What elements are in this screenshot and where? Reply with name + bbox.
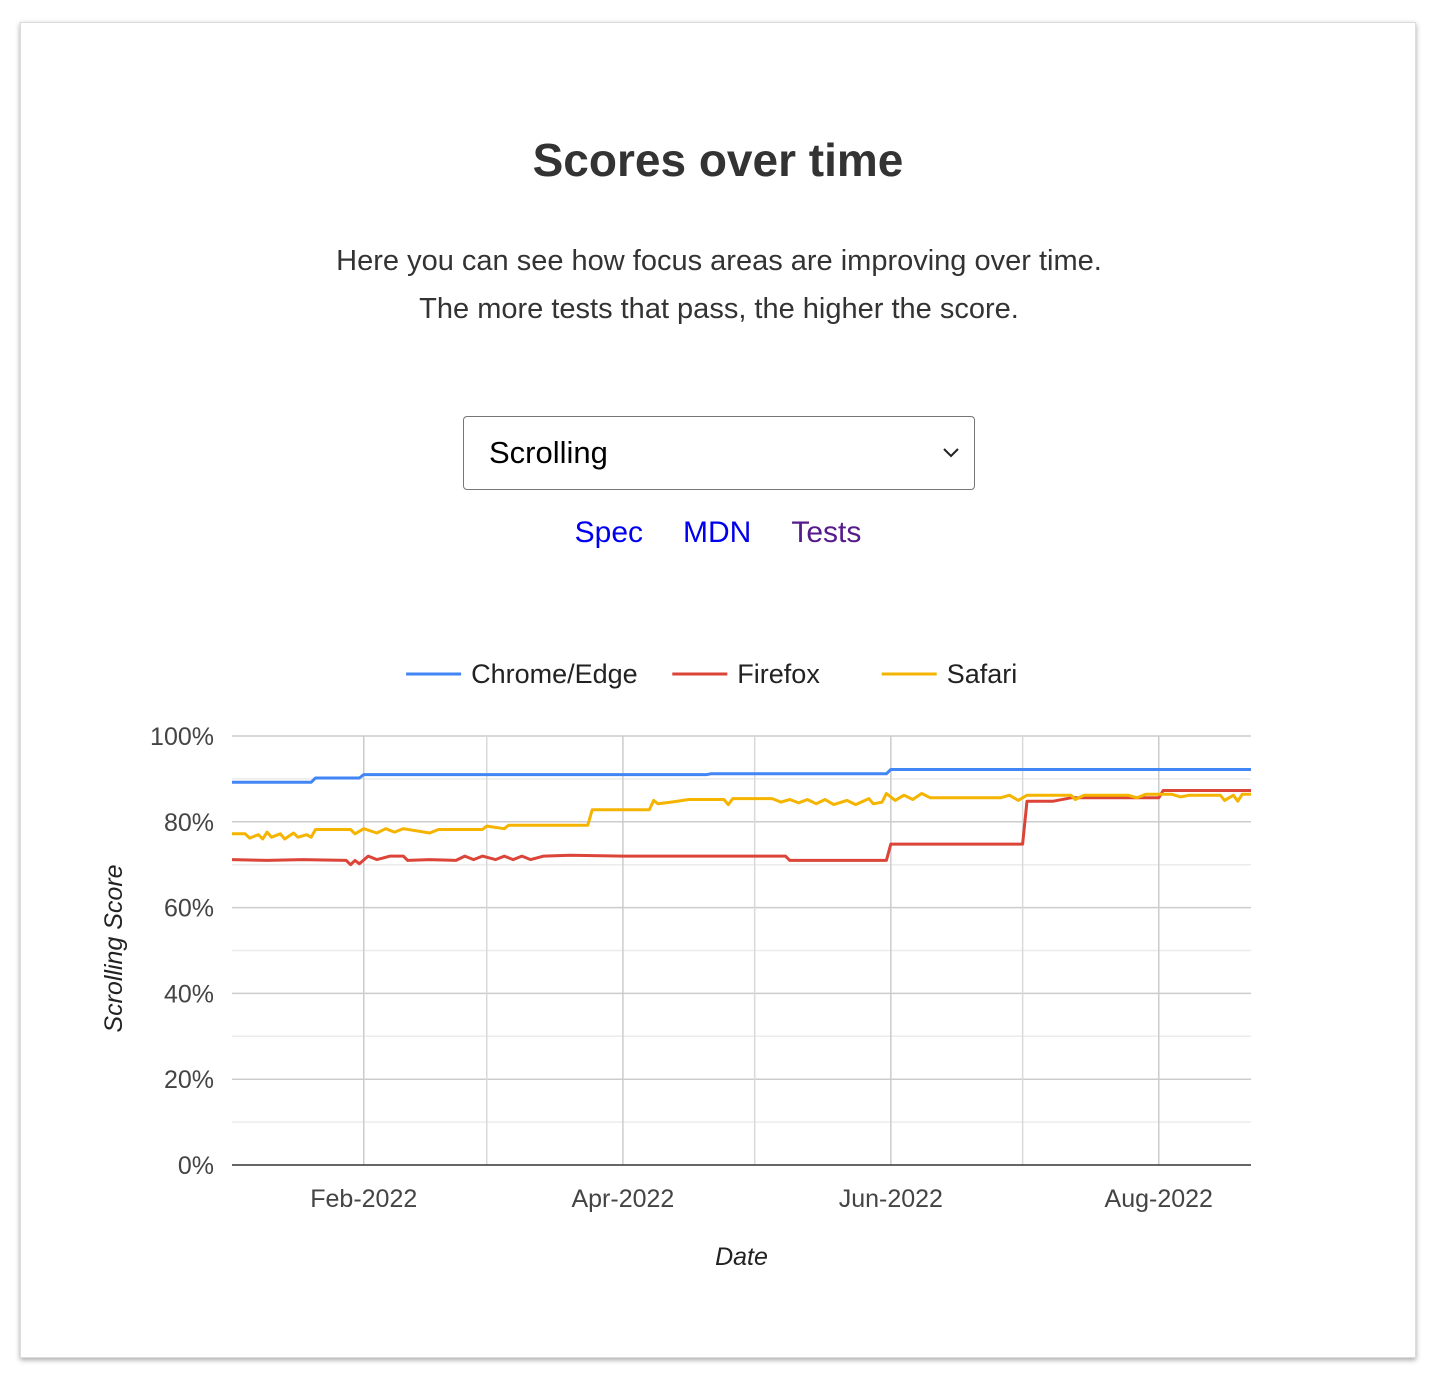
x-axis-title: Date [715, 1243, 768, 1271]
section-title: Scores over time [532, 134, 904, 186]
legend-label-chrome-edge: Chrome/Edge [471, 659, 638, 689]
x-tick-label: Feb-2022 [310, 1185, 417, 1213]
scores-card: Scores over time Here you can see how fo… [20, 22, 1416, 1358]
chart-series [231, 768, 1251, 867]
chevron-down-icon [943, 448, 959, 458]
chart-legend: Chrome/Edge Firefox Safari [406, 659, 1017, 689]
tests-link[interactable]: Tests [791, 516, 862, 549]
y-tick-label: 80% [164, 809, 214, 837]
focus-area-select[interactable]: Scrolling [463, 416, 975, 490]
x-tick-label: Jun-2022 [839, 1185, 943, 1213]
series-line-firefox [231, 789, 1251, 867]
section-description: Here you can see how focus areas are imp… [336, 245, 1102, 325]
spec-link[interactable]: Spec [574, 516, 644, 549]
mdn-link[interactable]: MDN [683, 516, 752, 549]
x-tick-label: Aug-2022 [1105, 1185, 1213, 1213]
scores-line-chart: 0% 20% 40% 60% 80% 100% Feb-2022 Apr-2022 Jun-20… [100, 659, 1251, 1271]
y-tick-label: 60% [164, 895, 214, 923]
legend-label-firefox: Firefox [737, 659, 820, 689]
chart-grid [232, 735, 1251, 1165]
series-line-safari [232, 792, 1251, 841]
focus-area-links: Spec MDN Tests [21, 516, 1415, 550]
y-tick-label: 0% [178, 1152, 214, 1180]
y-tick-label: 20% [164, 1066, 214, 1094]
legend-label-safari: Safari [947, 659, 1018, 689]
series-line-chrome-edge [232, 768, 1251, 784]
x-tick-label: Apr-2022 [571, 1185, 674, 1213]
y-axis-title: Scrolling Score [100, 864, 128, 1032]
y-tick-label: 40% [164, 980, 214, 1008]
chart-axes: 0% 20% 40% 60% 80% 100% Feb-2022 Apr-2022 Jun-20… [100, 723, 1251, 1271]
y-tick-label: 100% [150, 723, 214, 751]
focus-area-selected-value: Scrolling [489, 435, 608, 470]
